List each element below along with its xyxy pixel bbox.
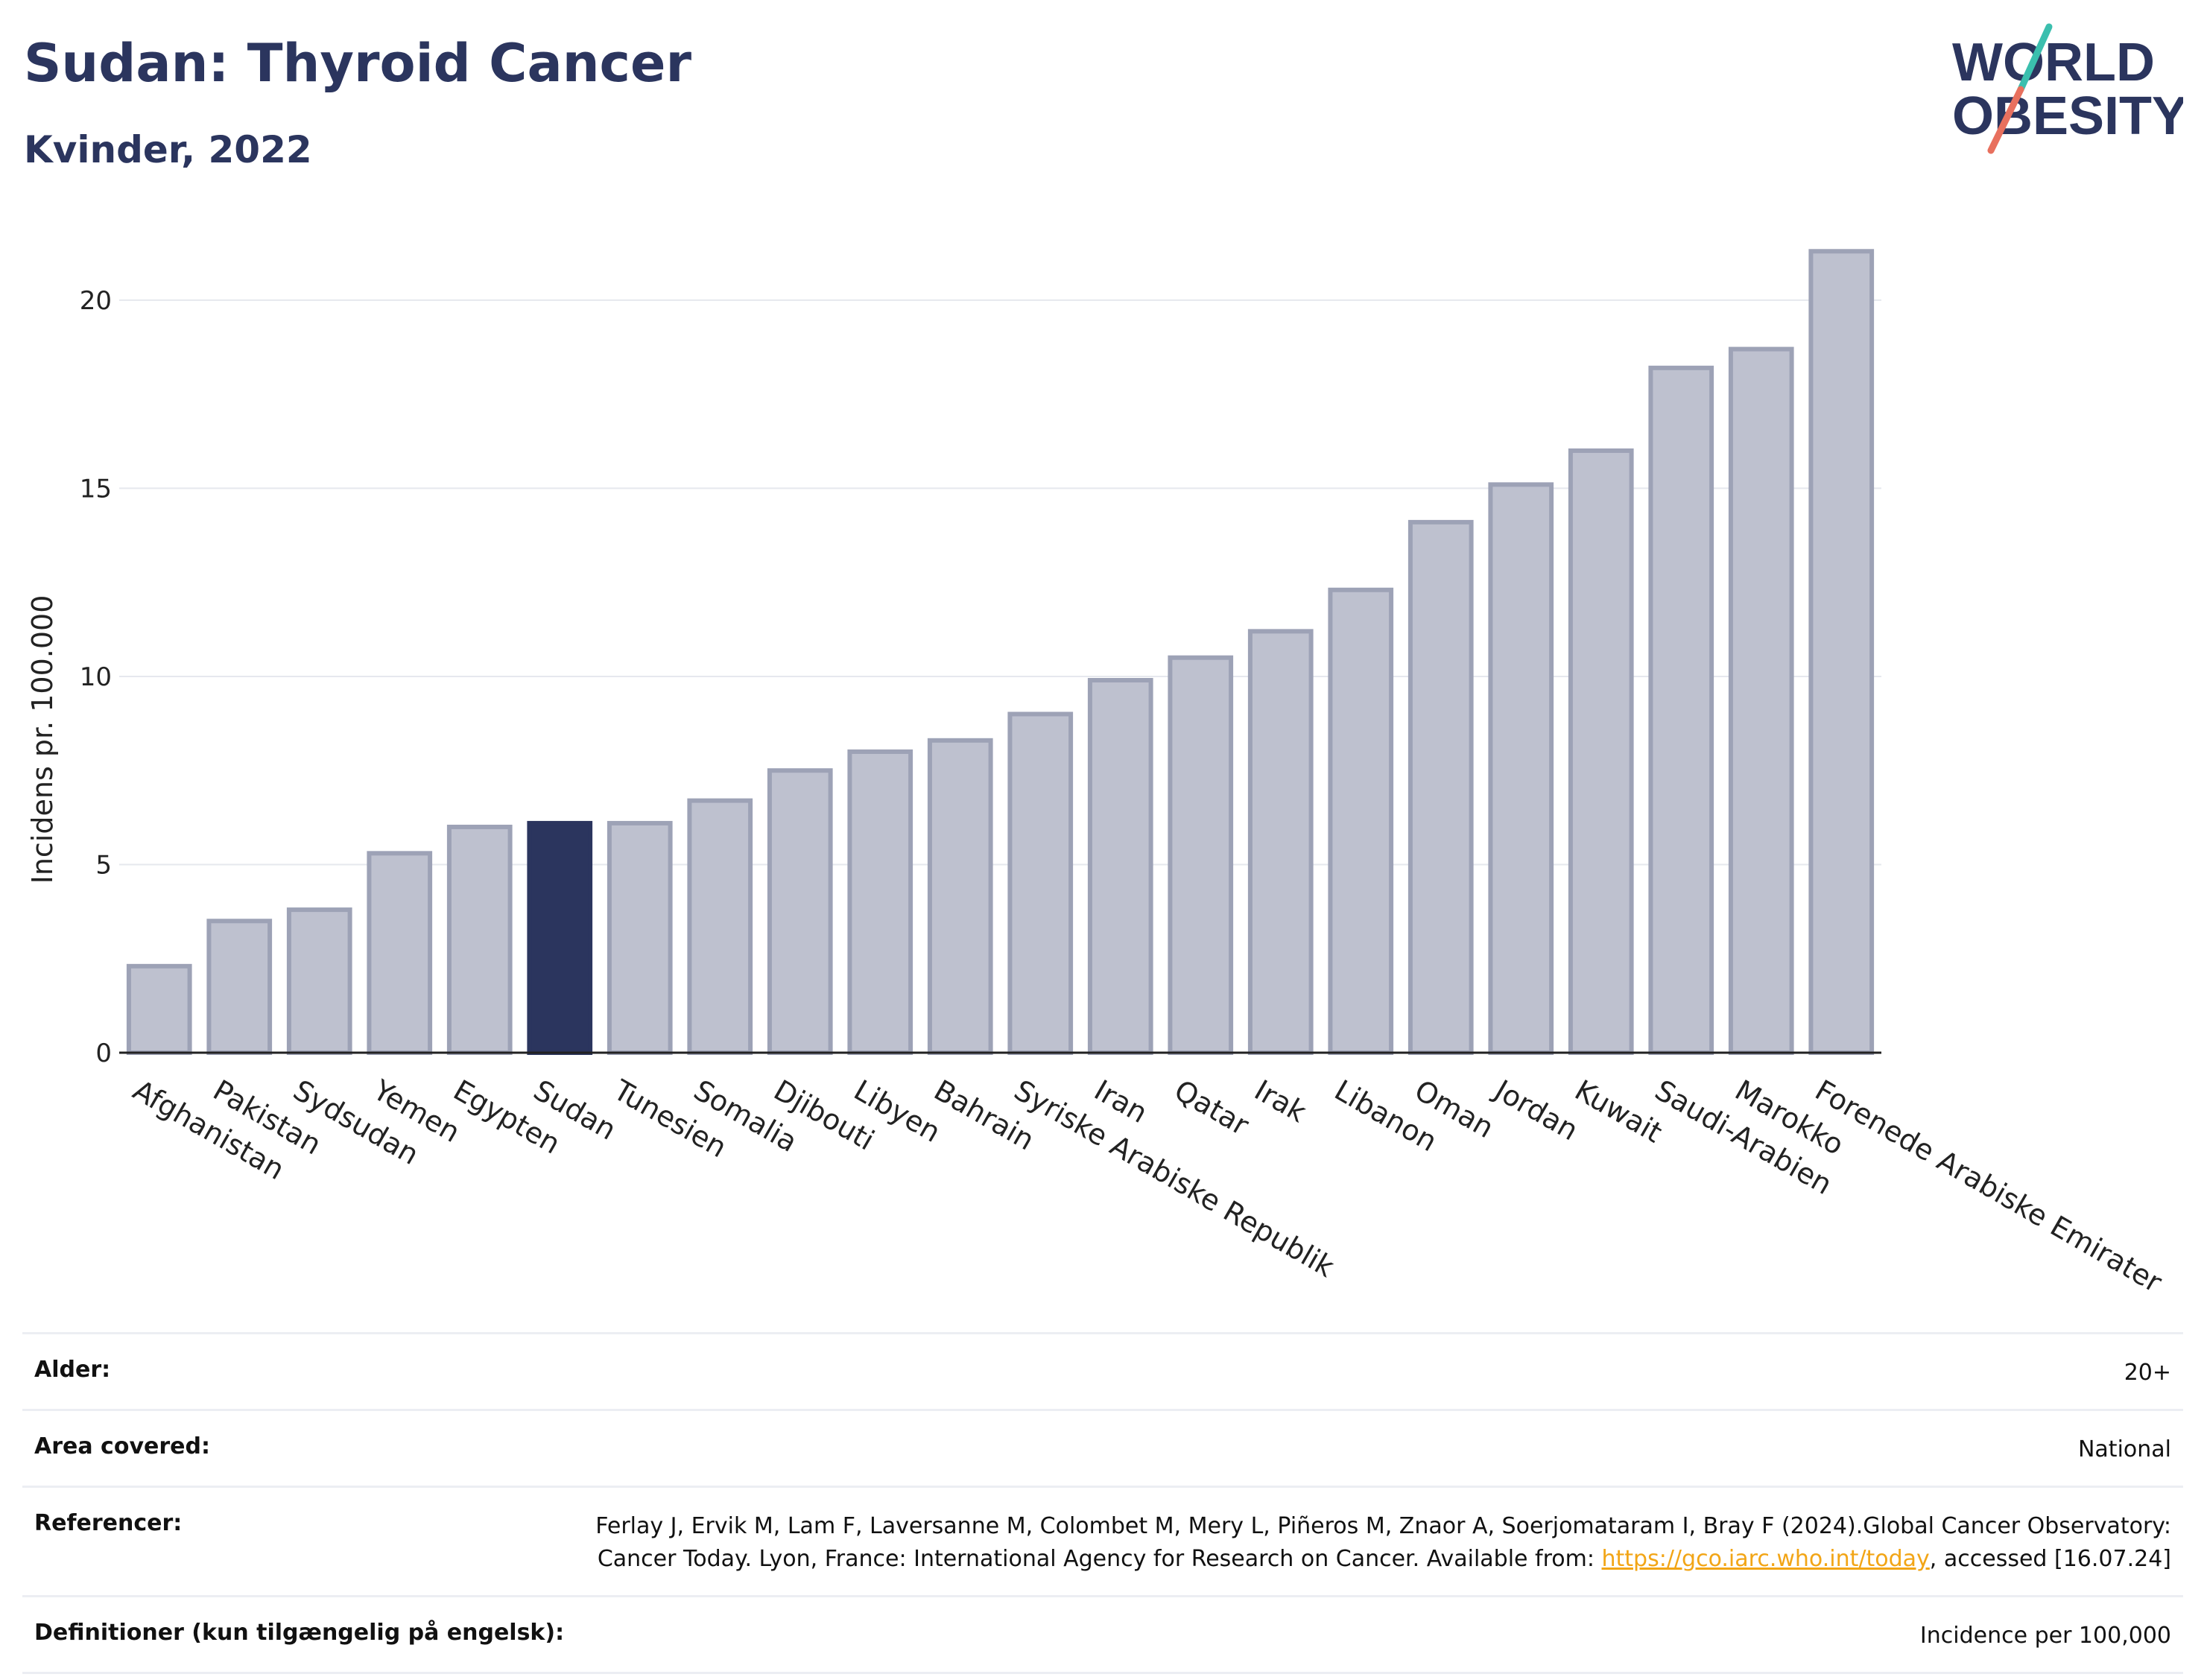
bar-oman[interactable] (1407, 519, 1474, 1055)
logo-word-obesity: OBESITY (1952, 86, 2183, 146)
y-tick-label: 5 (95, 850, 112, 880)
age-label: Alder: (34, 1357, 111, 1383)
x-tick-label: Qatar (1169, 1074, 1255, 1142)
bar-libyen[interactable] (847, 749, 913, 1055)
y-tick-label: 0 (95, 1039, 112, 1068)
definitions-label: Definitioner (kun tilgængelig på engelsk… (34, 1620, 565, 1646)
bar-afghanistan[interactable] (126, 963, 192, 1056)
references-value: Ferlay J, Ervik M, Lam F, Laversanne M, … (532, 1510, 2171, 1576)
info-row-age: Alder: 20+ (22, 1332, 2183, 1409)
bar-bahrain[interactable] (927, 738, 993, 1056)
bar-egypten[interactable] (446, 824, 513, 1056)
bar-yemen[interactable] (367, 851, 433, 1055)
bar-marokko[interactable] (1728, 346, 1794, 1055)
bar-pakistan[interactable] (206, 919, 273, 1055)
bar-qatar[interactable] (1168, 655, 1234, 1055)
x-tick-label: Forenede Arabiske Emirater (1810, 1074, 2167, 1299)
logo-slash-teal (2017, 23, 2053, 93)
bar-sydsudan[interactable] (286, 907, 352, 1055)
y-axis-label: Incidens pr. 100.000 (26, 595, 59, 884)
y-tick-label: 15 (80, 474, 112, 504)
age-value: 20+ (2124, 1360, 2171, 1386)
references-text-part2: , accessed [16.07.24] (1929, 1546, 2171, 1572)
bar-forenede-arabiske-emirater[interactable] (1808, 249, 1875, 1055)
x-tick-label: Jordan (1488, 1073, 1583, 1147)
y-tick-label: 20 (80, 286, 112, 316)
bar-kuwait[interactable] (1568, 448, 1634, 1055)
info-row-area: Area covered: National (22, 1409, 2183, 1486)
page-subtitle: Kvinder, 2022 (24, 128, 312, 171)
bar-tunesien[interactable] (607, 820, 673, 1055)
bar-jordan[interactable] (1488, 482, 1554, 1055)
bar-saudi-arabien[interactable] (1648, 365, 1714, 1055)
logo-slash-coral (1987, 86, 2024, 154)
references-link[interactable]: https://gco.iarc.who.int/today (1601, 1546, 1930, 1572)
definitions-value: Incidence per 100,000 (1919, 1623, 2171, 1649)
area-label: Area covered: (34, 1433, 210, 1459)
y-tick-label: 10 (80, 662, 112, 692)
x-tick-label: Irak (1249, 1074, 1311, 1129)
bar-somalia[interactable] (687, 798, 753, 1055)
info-row-references: Referencer: Ferlay J, Ervik M, Lam F, La… (22, 1486, 2183, 1595)
page-title: Sudan: Thyroid Cancer (24, 33, 692, 94)
info-table: Alder: 20+ Area covered: National Refere… (22, 1332, 2183, 1674)
bar-syriske-arabiske-republik[interactable] (1007, 711, 1074, 1056)
logo-word-world: WORLD (1952, 33, 2155, 92)
bar-libanon[interactable] (1328, 587, 1394, 1055)
area-value: National (2077, 1436, 2171, 1462)
info-row-definitions: Definitioner (kun tilgængelig på engelsk… (22, 1595, 2183, 1674)
world-obesity-logo: WORLD OBESITY (1952, 23, 2183, 154)
references-label: Referencer: (34, 1510, 183, 1536)
bar-iran[interactable] (1087, 678, 1153, 1055)
bar-djibouti[interactable] (767, 768, 833, 1055)
references-text-part1: Ferlay J, Ervik M, Lam F, Laversanne M, … (595, 1513, 2171, 1572)
x-tick-label: Kuwait (1569, 1074, 1668, 1150)
bar-irak[interactable] (1247, 629, 1314, 1055)
bar-sudan[interactable] (527, 820, 593, 1055)
